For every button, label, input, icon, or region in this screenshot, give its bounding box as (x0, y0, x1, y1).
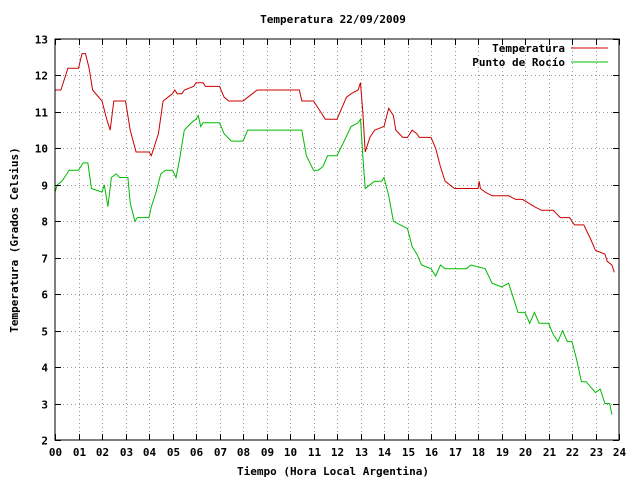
x-tick-label: 04 (143, 446, 157, 459)
axis-ticks: 00 01 02 03 04 05 06 07 08 09 10 11 12 13 14 15 16 17 18 19… (35, 34, 627, 460)
x-tick-label: 02 (96, 446, 109, 459)
x-tick-label: 00 (49, 446, 62, 459)
x-tick-label: 13 (355, 446, 368, 459)
x-tick-label: 24 (613, 446, 627, 459)
y-tick-label: 12 (35, 70, 48, 83)
series-line-punto-de-rocio (54, 114, 613, 415)
x-tick-label: 01 (73, 446, 87, 459)
y-tick-label: 11 (35, 107, 49, 120)
y-tick-label: 10 (35, 143, 48, 156)
legend-label-punto-de-rocio: Punto de Rocío (472, 56, 565, 69)
x-tick-label: 18 (472, 446, 485, 459)
x-tick-label: 08 (237, 446, 250, 459)
y-tick-label: 6 (41, 289, 48, 302)
x-tick-label: 23 (590, 446, 603, 459)
legend: Temperatura Punto de Rocío (472, 42, 608, 69)
x-axis-label: Tiempo (Hora Local Argentina) (237, 465, 429, 478)
x-tick-label: 21 (543, 446, 557, 459)
y-tick-label: 9 (41, 180, 48, 193)
x-tick-label: 12 (331, 446, 344, 459)
y-tick-label: 3 (41, 399, 48, 412)
legend-label-temperatura: Temperatura (492, 42, 565, 55)
series-line-temperatura (55, 53, 615, 273)
y-axis-label: Temperatura (Grados Celsius) (8, 147, 21, 332)
x-tick-label: 17 (449, 446, 462, 459)
x-tick-label: 03 (120, 446, 133, 459)
y-tick-label: 4 (41, 362, 48, 375)
x-tick-label: 05 (167, 446, 180, 459)
x-tick-label: 11 (308, 446, 322, 459)
x-tick-label: 06 (190, 446, 204, 459)
x-tick-label: 19 (496, 446, 509, 459)
x-tick-label: 16 (425, 446, 439, 459)
x-tick-label: 15 (402, 446, 415, 459)
y-tick-label: 8 (41, 216, 48, 229)
x-tick-label: 20 (519, 446, 532, 459)
x-tick-label: 14 (378, 446, 392, 459)
y-tick-label: 5 (41, 326, 48, 339)
x-tick-label: 09 (261, 446, 274, 459)
y-tick-label: 2 (41, 435, 48, 448)
series-lines (54, 53, 615, 415)
x-tick-label: 07 (214, 446, 227, 459)
chart-title: Temperatura 22/09/2009 (260, 13, 406, 26)
x-tick-label: 10 (284, 446, 297, 459)
grid-lines (55, 39, 619, 440)
x-tick-label: 22 (566, 446, 579, 459)
y-tick-label: 7 (41, 253, 48, 266)
y-tick-label: 13 (35, 34, 48, 47)
